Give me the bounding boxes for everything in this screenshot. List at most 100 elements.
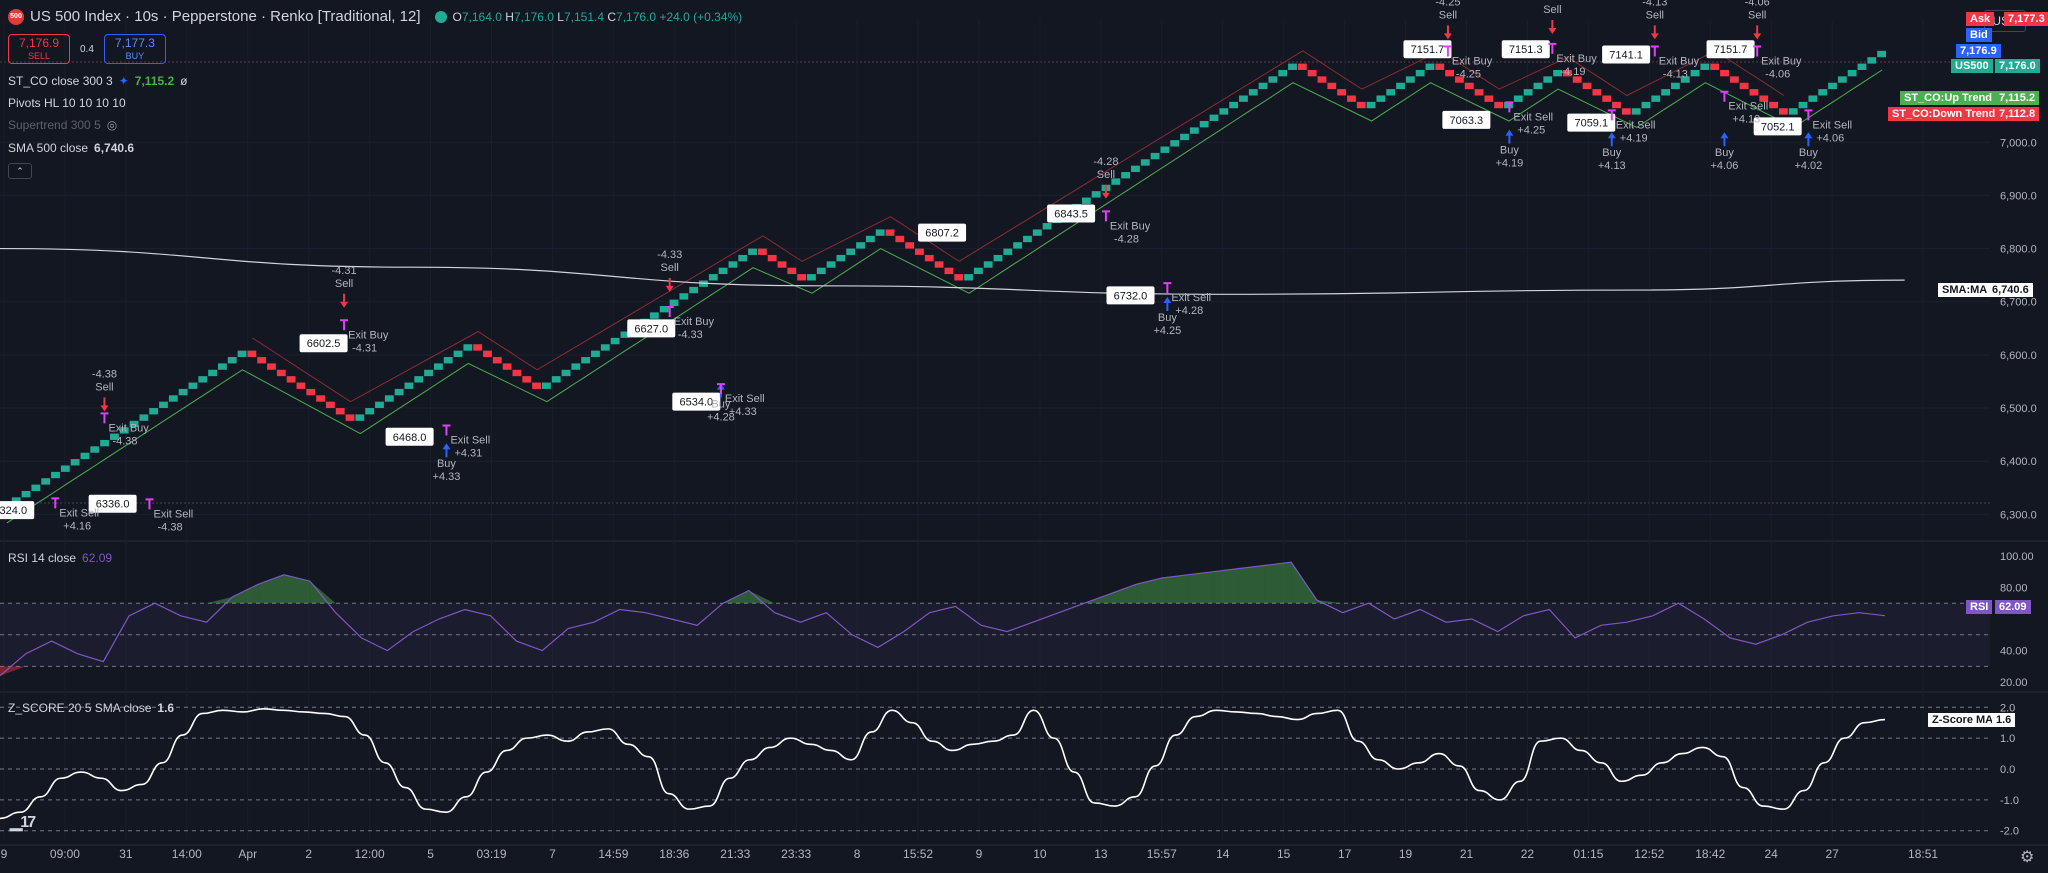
renko-up-brick <box>1180 133 1189 141</box>
renko-up-brick <box>159 401 168 409</box>
exit-label-text: Exit Buy <box>1110 220 1151 232</box>
indicator-sma[interactable]: SMA 500 close 6,740.6 <box>8 141 134 155</box>
exit-label-text: Exit Sell <box>1513 111 1553 123</box>
rsi-tick-label: 20.00 <box>2000 677 2028 689</box>
renko-down-brick <box>1729 76 1739 83</box>
us500-tag-label: US500 <box>1951 59 1993 73</box>
exit-label-text: Exit Sell <box>1616 119 1656 131</box>
exit-label-text: Exit Sell <box>450 435 490 447</box>
indicator-pivots[interactable]: Pivots HL 10 10 10 10 <box>8 96 126 110</box>
renko-up-brick <box>453 350 463 358</box>
renko-up-brick <box>571 363 581 370</box>
symbol-title[interactable]: US 500 Index · 10s · Pepperstone · Renko… <box>30 8 421 25</box>
renko-down-brick <box>1327 82 1337 90</box>
exit-marker-icon <box>716 383 725 395</box>
renko-up-brick <box>600 344 610 351</box>
indicator-supertrend[interactable]: Supertrend 300 5 ◎ <box>8 118 117 132</box>
buy-button[interactable]: 7,177.3 BUY <box>103 34 166 64</box>
x-tick-label: 15:52 <box>903 847 933 861</box>
buy-signal-label: Buy <box>711 399 730 411</box>
sell-signal-label: Sell <box>1543 4 1561 16</box>
x-tick-label: 12:52 <box>1634 847 1664 861</box>
indicator-zscore[interactable]: Z_SCORE 20 5 SMA close 1.6 <box>8 701 174 715</box>
renko-down-brick <box>1317 76 1327 83</box>
renko-down-brick <box>267 363 276 370</box>
renko-up-brick <box>1042 223 1052 230</box>
rsi-tick-label: 80.00 <box>2000 582 2028 594</box>
y-tick-label: 6,600.0 <box>2000 350 2037 362</box>
hidden-eye-icon[interactable]: ◎ <box>106 118 118 132</box>
renko-down-brick <box>767 254 777 262</box>
renko-up-brick <box>70 459 80 466</box>
sell-signal-value: -4.06 <box>1745 0 1770 8</box>
renko-up-brick <box>1396 82 1405 90</box>
exit-marker-icon <box>340 319 349 331</box>
renko-down-brick <box>335 408 345 415</box>
renko-down-brick <box>1356 101 1366 109</box>
x-tick-label: Apr <box>238 847 257 861</box>
renko-down-brick <box>797 274 807 281</box>
pivot-label-box <box>918 223 967 242</box>
indicator-label: Z_SCORE 20 5 SMA close <box>8 701 152 715</box>
exit-label-value: -4.38 <box>112 435 137 447</box>
renko-up-brick <box>973 267 983 275</box>
sell-button[interactable]: 7,176.9 SELL <box>8 34 70 64</box>
pivot-label-box <box>88 494 137 513</box>
renko-up-brick <box>679 293 689 300</box>
pivot-label-box <box>1106 286 1155 305</box>
renko-down-brick <box>905 242 915 249</box>
exit-label-text: Exit Sell <box>725 393 765 405</box>
buy-label: BUY <box>125 51 145 61</box>
exit-label-value: +4.33 <box>729 406 757 418</box>
exit-marker-icon <box>442 424 451 436</box>
exit-label-value: +4.28 <box>1175 305 1203 317</box>
renko-up-brick <box>355 414 365 421</box>
renko-up-brick <box>846 248 856 255</box>
renko-up-brick <box>1513 95 1523 102</box>
sell-signal-label: Sell <box>335 278 353 290</box>
x-tick-label: 09:00 <box>50 847 80 861</box>
renko-down-brick <box>1582 82 1592 90</box>
exit-label-value: -4.38 <box>158 521 183 533</box>
buy-signal-label: Buy <box>1799 147 1818 159</box>
indicator-rsi[interactable]: RSI 14 close 62.09 <box>8 551 112 565</box>
st-down-tag-label: ST_CO:Down Trend <box>1888 107 2000 121</box>
rsi-overbought-fill <box>1239 565 1266 604</box>
renko-up-brick <box>51 471 60 479</box>
exit-marker-icon <box>1443 45 1452 57</box>
renko-up-brick <box>1209 114 1219 121</box>
exit-marker-icon <box>1548 42 1557 54</box>
indicator-st-co[interactable]: ST_CO close 300 3 ✦ 7,115.2 ø <box>8 74 188 88</box>
pivot-label-box <box>1442 110 1491 129</box>
x-tick-label: 03:19 <box>476 847 506 861</box>
symbol-header[interactable]: 500 US 500 Index · 10s · Pepperstone · R… <box>8 8 742 25</box>
x-tick-label: 13 <box>1094 847 1108 861</box>
renko-up-brick <box>1013 242 1023 249</box>
renko-up-brick <box>1170 140 1180 147</box>
renko-up-brick <box>1199 121 1209 128</box>
renko-up-brick <box>1877 50 1886 58</box>
zscore-tag-value: 1.6 <box>1992 713 2016 727</box>
pivot-label-text: 7151.7 <box>1411 44 1445 56</box>
renko-down-brick <box>276 369 286 377</box>
supertrend-down-line <box>252 50 1785 403</box>
pivot-label-text: 6732.0 <box>1114 290 1148 302</box>
renko-up-brick <box>826 261 836 268</box>
y-tick-label: 6,700.0 <box>2000 297 2037 309</box>
renko-up-brick <box>620 331 630 338</box>
sell-arrow-icon <box>1443 25 1452 40</box>
renko-up-brick <box>1219 108 1229 115</box>
collapse-legend-button[interactable]: ⌃ <box>8 163 32 179</box>
x-tick-label: 7 <box>549 847 556 861</box>
rsi-overbought-fill <box>1213 568 1240 604</box>
bid-tag-value: 7,176.9 <box>1956 44 2001 58</box>
sell-signal-value: -4.28 <box>1093 156 1118 168</box>
z-tick-label: -1.0 <box>2000 795 2019 807</box>
renko-up-brick <box>139 414 149 421</box>
renko-up-brick <box>1091 191 1101 198</box>
renko-down-brick <box>1297 63 1307 70</box>
renko-down-brick <box>787 267 797 275</box>
x-tick-label: 19 <box>1399 847 1413 861</box>
renko-up-brick <box>659 305 669 313</box>
